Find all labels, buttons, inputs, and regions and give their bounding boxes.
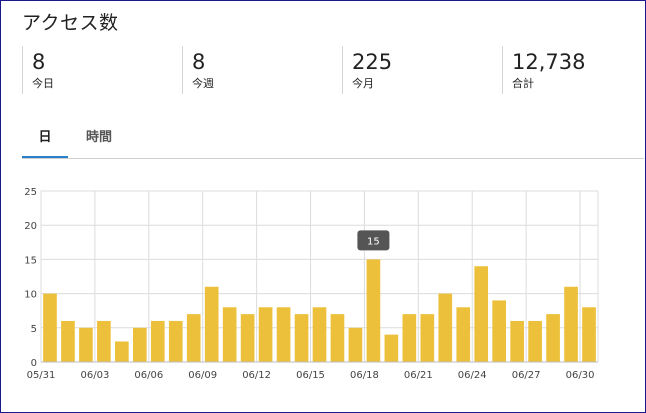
bar-06/18 xyxy=(366,259,381,362)
tooltip-box xyxy=(357,230,390,251)
tab-hour[interactable]: 時間 xyxy=(85,130,112,145)
bar-06/22 xyxy=(438,293,453,362)
bar-06/29 xyxy=(564,286,578,362)
page-title: アクセス数 xyxy=(22,12,119,34)
tab-day[interactable]: 日 xyxy=(22,125,68,159)
bar-06/12 xyxy=(258,307,273,362)
y-tick-label: 0 xyxy=(31,358,37,369)
stat-total: 12,738 合計 xyxy=(502,46,642,94)
y-tick-label: 25 xyxy=(24,187,37,198)
tab-divider xyxy=(22,158,644,159)
stat-label: 合計 xyxy=(512,77,534,90)
bar-06/07 xyxy=(168,320,183,362)
bar-06/13 xyxy=(276,307,291,362)
x-tick-label: 06/27 xyxy=(512,370,541,381)
bar-06/03 xyxy=(97,320,111,362)
bar-06/21 xyxy=(420,314,435,362)
y-tick-label: 15 xyxy=(24,255,37,266)
bar-06/14 xyxy=(294,314,309,362)
bar-06/20 xyxy=(402,314,417,362)
bar-06/10 xyxy=(222,307,237,362)
bar-06/05 xyxy=(132,327,147,362)
y-tick-label: 10 xyxy=(24,290,37,301)
x-tick-label: 06/09 xyxy=(188,370,217,381)
x-tick-label: 06/03 xyxy=(80,370,109,381)
stat-week: 8 今週 xyxy=(182,46,342,94)
bar-06/08 xyxy=(186,314,201,362)
y-tick-label: 20 xyxy=(24,221,37,232)
x-tick-label: 06/12 xyxy=(242,370,271,381)
bar-06/17 xyxy=(348,327,363,362)
x-tick-label: 06/30 xyxy=(566,370,595,381)
stat-value: 8 xyxy=(192,50,206,74)
y-tick-label: 5 xyxy=(31,324,37,335)
tooltip-value: 15 xyxy=(367,236,380,247)
bar-06/23 xyxy=(456,307,471,362)
stat-label: 今日 xyxy=(32,77,54,90)
x-tick-label: 06/15 xyxy=(296,370,325,381)
bar-06/06 xyxy=(150,320,165,362)
bar-06/24 xyxy=(474,266,489,362)
x-tick-label: 06/21 xyxy=(404,370,433,381)
bar-06/26 xyxy=(510,320,524,362)
x-tick-label: 05/31 xyxy=(27,370,56,381)
bar-06/09 xyxy=(204,286,219,362)
bar-06/11 xyxy=(240,314,255,362)
bar-05/31 xyxy=(43,293,57,362)
stat-today: 8 今日 xyxy=(22,46,182,94)
stat-value: 8 xyxy=(32,50,46,74)
bar-06/04 xyxy=(115,341,129,362)
stat-label: 今週 xyxy=(192,77,214,90)
bar-06/25 xyxy=(492,300,507,362)
bar-06/01 xyxy=(61,320,75,362)
stat-month: 225 今月 xyxy=(342,46,502,94)
stat-label: 今月 xyxy=(352,77,374,90)
bar-06/30 xyxy=(582,307,596,362)
bar-06/27 xyxy=(528,320,542,362)
access-bar-chart: 0 5 10 15 20 25 05/31 06/03 06/06 06/09 06/12 06/15… xyxy=(24,187,599,381)
x-tick-label: 06/18 xyxy=(350,370,379,381)
bar-06/15 xyxy=(312,307,327,362)
stats-row: 8 今日 8 今週 225 今月 12,738 合計 xyxy=(22,46,642,96)
x-tick-label: 06/06 xyxy=(134,370,163,381)
stat-value: 225 xyxy=(352,50,393,74)
bar-06/28 xyxy=(546,314,560,362)
x-tick-label: 06/24 xyxy=(458,370,487,381)
stat-value: 12,738 xyxy=(512,50,586,74)
bar-06/02 xyxy=(79,327,93,362)
bar-06/16 xyxy=(330,314,345,362)
bar-06/19 xyxy=(384,334,399,362)
